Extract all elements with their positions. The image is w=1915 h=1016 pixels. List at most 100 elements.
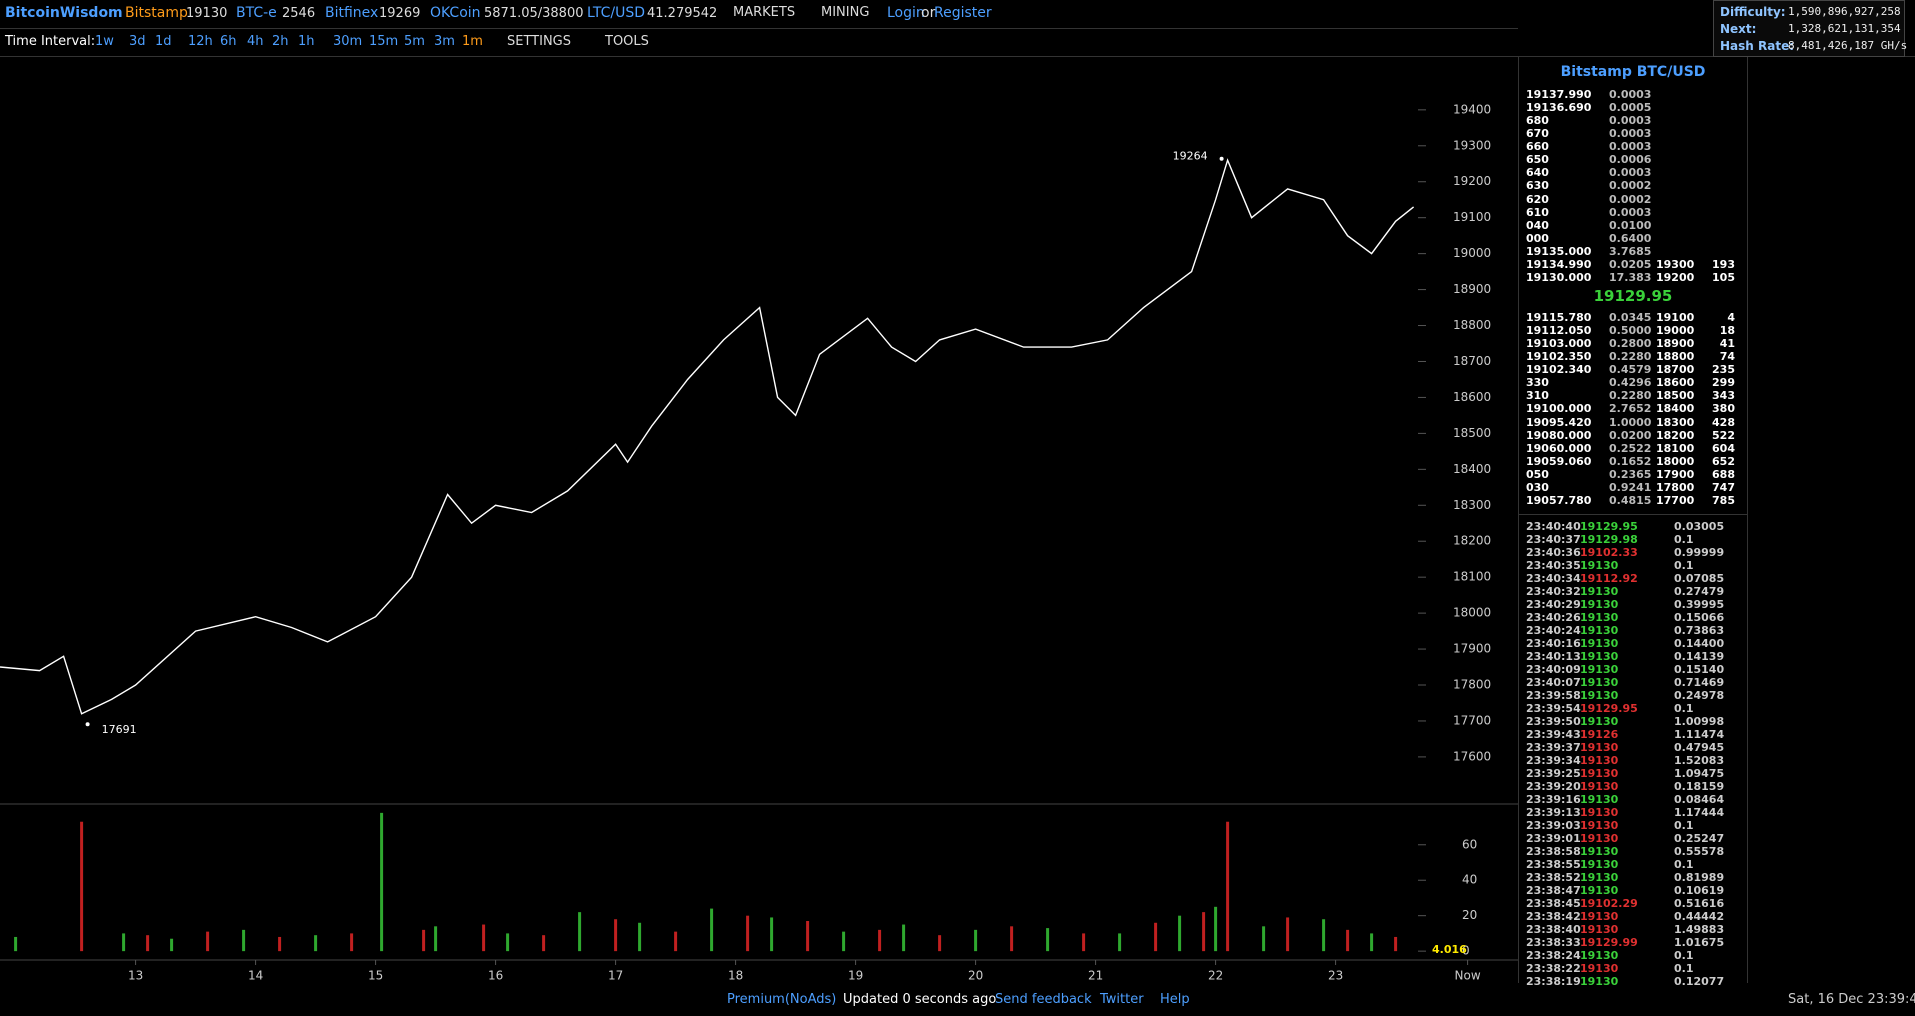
depth-price: 18200 [1656,428,1695,442]
tools-menu[interactable]: TOOLS [605,34,649,49]
book-price: 040 [1526,218,1549,232]
interval-button[interactable]: 2h [272,34,289,49]
book-amount: 0.0006 [1609,153,1652,167]
menu[interactable]: MINING [821,5,870,20]
interval-button[interactable]: 12h [188,34,213,49]
trade-amount: 0.55578 [1674,845,1725,858]
trade-time: 23:39:37 [1526,741,1581,754]
interval-button[interactable]: 6h [220,34,237,49]
book-amount: 0.0200 [1609,428,1652,442]
trade-amount: 0.73863 [1674,624,1725,637]
ticker-name[interactable]: OKCoin [430,5,481,21]
book-price: 670 [1526,127,1549,141]
interval-button[interactable]: 5m [404,34,425,49]
settings-menu[interactable]: SETTINGS [507,34,572,49]
trade-price: 19130 [1580,962,1619,975]
book-amount: 0.0002 [1609,179,1652,193]
trade-time: 23:39:54 [1526,702,1581,715]
depth-price: 18400 [1656,402,1695,416]
ticker-name[interactable]: Bitfinex [325,5,379,21]
book-price: 19134.990 [1526,257,1592,271]
depth-price: 17700 [1656,493,1695,507]
volume-bar [380,812,384,952]
book-amount: 0.2280 [1609,350,1652,364]
info-label: Hash Rate: [1720,39,1795,53]
x-tick-label: 15 [368,969,383,983]
book-amount: 0.4815 [1609,493,1652,507]
ticker-name[interactable]: BTC-e [236,5,277,21]
x-tick-label: 23 [1328,969,1343,983]
depth-price: 19100 [1656,311,1695,324]
trade-time: 23:40:29 [1526,598,1581,611]
interval-button[interactable]: 15m [369,34,399,49]
trade-amount: 1.00998 [1674,715,1725,728]
ticker-name[interactable]: Bitstamp [125,5,188,21]
ticker-name[interactable]: LTC/USD [587,5,646,21]
last-price: 19129.95 [1593,287,1673,305]
book-amount: 0.4296 [1609,376,1652,390]
twitter-link[interactable]: Twitter [1100,992,1144,1007]
trade-amount: 0.1 [1674,949,1694,962]
interval-button[interactable]: 1w [95,34,114,49]
x-tick-label: 14 [248,969,263,983]
book-price: 19080.000 [1526,428,1592,442]
y-tick-label: 40 [1462,873,1477,887]
book-amount: 0.0003 [1609,114,1652,128]
trade-price: 19112.92 [1580,572,1638,585]
trade-price: 19102.29 [1580,897,1638,910]
book-price: 330 [1526,376,1549,390]
depth-total: 299 [1712,376,1735,390]
depth-total: 41 [1719,337,1735,351]
book-amount: 2.7652 [1609,402,1652,416]
help-link[interactable]: Help [1160,992,1190,1007]
book-price: 640 [1526,166,1549,180]
book-price: 19135.000 [1526,244,1592,258]
volume-bar [206,931,210,952]
trade-time: 23:39:25 [1526,767,1581,780]
login-link[interactable]: Login [887,5,925,21]
trade-time: 23:40:40 [1526,520,1581,533]
trade-time: 23:40:09 [1526,663,1581,676]
update-status: Updated 0 seconds ago [843,992,997,1007]
volume-bar [974,929,978,952]
volume-bar [314,935,318,952]
depth-total: 604 [1712,441,1735,455]
ticker-price: 19130 [186,6,228,21]
menu[interactable]: MARKETS [733,5,796,20]
brand[interactable]: BitcoinWisdom [5,5,123,21]
y-tick-label: 17600 [1453,749,1491,763]
feedback-link[interactable]: Send feedback [995,992,1092,1007]
trade-price: 19130 [1580,871,1619,884]
interval-button[interactable]: 30m [333,34,363,49]
divider [0,56,1915,57]
y-tick-label: 18500 [1453,426,1491,440]
book-price: 19100.000 [1526,402,1592,416]
trade-price: 19130 [1580,676,1619,689]
trade-amount: 0.99999 [1674,546,1725,559]
volume-bar [506,933,510,952]
interval-button[interactable]: 1m [462,34,483,49]
book-amount: 3.7685 [1609,244,1652,258]
volume-bar [1262,926,1266,952]
register-link[interactable]: Register [934,5,992,21]
volume-bar [842,931,846,952]
interval-button[interactable]: 1h [298,34,315,49]
x-tick-label: 18 [728,969,743,983]
interval-button[interactable]: 3m [434,34,455,49]
volume-bar [542,935,546,952]
trade-time: 23:38:47 [1526,884,1581,897]
volume-bar [770,917,774,952]
y-tick-label: 19100 [1453,210,1491,224]
interval-button[interactable]: 4h [247,34,264,49]
interval-button[interactable]: 3d [129,34,146,49]
trade-time: 23:39:13 [1526,806,1581,819]
book-price: 19057.780 [1526,493,1592,507]
chart: 1760017700178001790018000181001820018300… [0,102,1518,983]
order-book: Bitstamp BTC/USD 19137.990 0.0003 19136.69… [1518,57,1748,987]
premium-link[interactable]: Premium(NoAds) [727,992,837,1007]
interval-label: Time Interval: [5,34,96,49]
ticker-price: 5871.05/38800 [484,6,584,21]
interval-button[interactable]: 1d [155,34,172,49]
depth-total: 4 [1727,311,1735,324]
depth-price: 18500 [1656,389,1695,403]
